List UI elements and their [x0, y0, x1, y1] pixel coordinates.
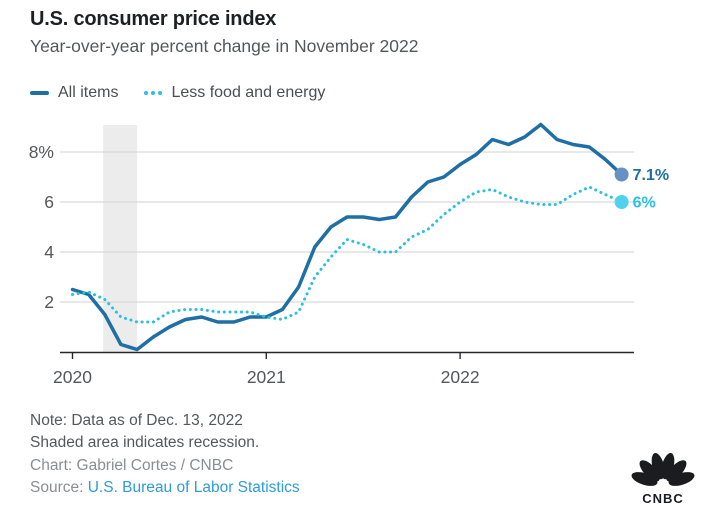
- series-end-dot: [614, 195, 629, 209]
- legend-item-less-food-and-energy: Less food and energy: [144, 84, 325, 102]
- series-line-less-food-and-energy: [71, 185, 624, 324]
- cnbc-logo: CNBC: [627, 450, 699, 508]
- legend: All items Less food and energy: [30, 84, 325, 102]
- peacock-feather-icon: [666, 460, 687, 482]
- x-axis-label: 2021: [247, 367, 286, 387]
- series-end-label: 7.1%: [633, 167, 669, 184]
- source-link[interactable]: U.S. Bureau of Labor Statistics: [87, 479, 300, 496]
- x-axis-label: 2022: [441, 367, 480, 387]
- source-label: Source:: [30, 479, 88, 496]
- cnbc-peacock-icon: CNBC: [631, 452, 695, 506]
- peacock-feather-icon: [639, 460, 660, 482]
- peacock-feather-icon: [668, 472, 695, 486]
- cnbc-logo-text: CNBC: [642, 491, 684, 506]
- legend-label: All items: [58, 84, 119, 101]
- series-line-all-items: [70, 122, 624, 352]
- note-line-2: Shaded area indicates recession.: [30, 434, 260, 451]
- legend-label: Less food and energy: [171, 84, 326, 101]
- y-axis-label: 2: [44, 292, 54, 312]
- chart-credit: Chart: Gabriel Cortes / CNBC: [30, 457, 234, 474]
- series-end-dot: [614, 167, 629, 182]
- y-axis-label: 8%: [29, 142, 54, 162]
- legend-item-all-items: All items: [30, 84, 118, 102]
- source-line: Source: U.S. Bureau of Labor Statistics: [30, 479, 300, 497]
- chart-title: U.S. consumer price index: [30, 8, 277, 30]
- recession-band: [103, 125, 138, 352]
- chart-subtitle: Year-over-year percent change in Novembe…: [30, 36, 419, 56]
- legend-swatch-dotted-line-icon: [144, 91, 163, 95]
- x-axis-label: 2020: [53, 367, 92, 387]
- legend-swatch-solid-line-icon: [30, 91, 49, 95]
- note-line-1: Note: Data as of Dec. 13, 2022: [30, 412, 243, 429]
- y-axis-label: 4: [44, 242, 54, 262]
- y-axis-label: 6: [44, 192, 54, 212]
- series-end-label: 6%: [633, 195, 656, 212]
